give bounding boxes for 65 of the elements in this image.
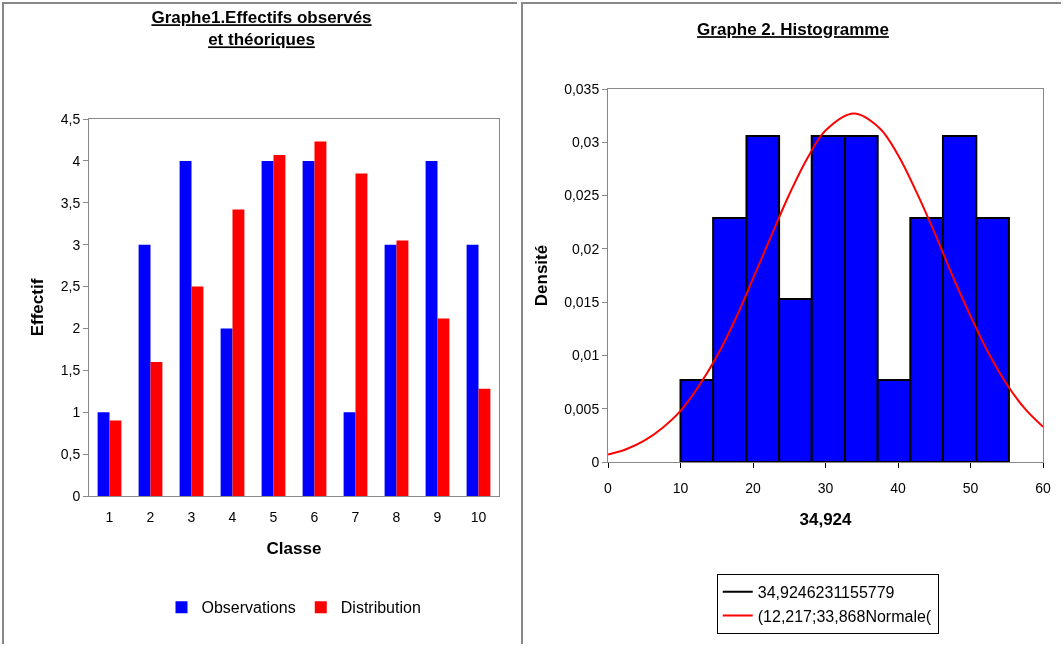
- x-tick-label: 6: [310, 508, 319, 525]
- x-tick-label: 4: [228, 508, 237, 525]
- bar: [343, 412, 356, 496]
- bar: [109, 420, 122, 496]
- legend-label: 34,9246231155779: [757, 584, 895, 602]
- x-tick-label: 8: [392, 508, 401, 525]
- y-tick-label: 0,025: [564, 187, 600, 204]
- x-tick-label: 9: [433, 508, 442, 525]
- x-tick-label: 1: [105, 508, 114, 525]
- y-tick-label: 4,5: [60, 110, 81, 127]
- y-tick-label: 1: [72, 404, 81, 421]
- y-tick-label: 2,5: [60, 278, 81, 295]
- bar: [138, 244, 151, 496]
- bar: [261, 160, 274, 496]
- y-tick-label: 0,035: [564, 80, 600, 97]
- bar: [314, 141, 327, 496]
- chart-title: Graphe1.Effectifs observés et théoriques: [151, 8, 372, 50]
- chart-title: Graphe 2. Histogramme: [697, 20, 889, 40]
- bar: [466, 244, 479, 496]
- x-tick-label: 20: [745, 479, 761, 496]
- legend-label: (12,217;33,868Normale(: [757, 607, 932, 625]
- y-tick-label: 3,5: [60, 194, 81, 211]
- x-tick-label: 10: [470, 508, 487, 525]
- line-series: [608, 112, 1043, 456]
- bar: [97, 412, 110, 496]
- bar: [179, 160, 192, 496]
- y-tick-label: 0: [591, 453, 600, 470]
- y-tick-label: 2: [72, 320, 81, 337]
- x-axis-title: 34,924: [799, 510, 853, 530]
- x-tick-label: 2: [146, 508, 155, 525]
- x-tick-label: 7: [351, 508, 360, 525]
- x-tick-label: 3: [187, 508, 196, 525]
- legend-label: Distribution: [340, 599, 421, 617]
- bar: [220, 328, 233, 496]
- y-tick-label: 0,02: [571, 240, 600, 257]
- x-axis-title: Classe: [266, 539, 322, 559]
- y-tick-label: 0,01: [571, 347, 600, 364]
- bar: [437, 318, 450, 496]
- x-tick-label: 30: [817, 479, 834, 496]
- bar: [355, 173, 368, 496]
- y-tick-label: 0,5: [60, 446, 81, 463]
- y-tick-label: 0,015: [564, 294, 600, 311]
- x-tick-label: 5: [269, 508, 278, 525]
- y-tick-label: 0,005: [564, 400, 600, 417]
- bar: [191, 286, 204, 496]
- bar: [232, 209, 245, 496]
- x-tick-label: 0: [604, 479, 613, 496]
- x-tick-label: 10: [672, 479, 689, 496]
- bar: [273, 155, 286, 496]
- y-tick-label: 4: [72, 152, 81, 169]
- x-tick-label: 40: [890, 479, 906, 496]
- y-tick-label: 0,03: [571, 134, 600, 151]
- bar: [425, 160, 438, 496]
- bar: [150, 361, 163, 496]
- bar: [396, 240, 409, 496]
- y-axis-title: Effectif: [28, 278, 48, 337]
- y-tick-label: 3: [72, 236, 81, 253]
- y-tick-label: 1,5: [60, 362, 81, 379]
- x-tick-label: 50: [962, 479, 979, 496]
- x-tick-label: 60: [1035, 479, 1051, 496]
- legend-label: Observations: [201, 599, 296, 617]
- bar: [384, 244, 397, 496]
- y-axis-title: Densité: [531, 244, 551, 307]
- bar: [302, 160, 315, 496]
- bar: [478, 388, 491, 496]
